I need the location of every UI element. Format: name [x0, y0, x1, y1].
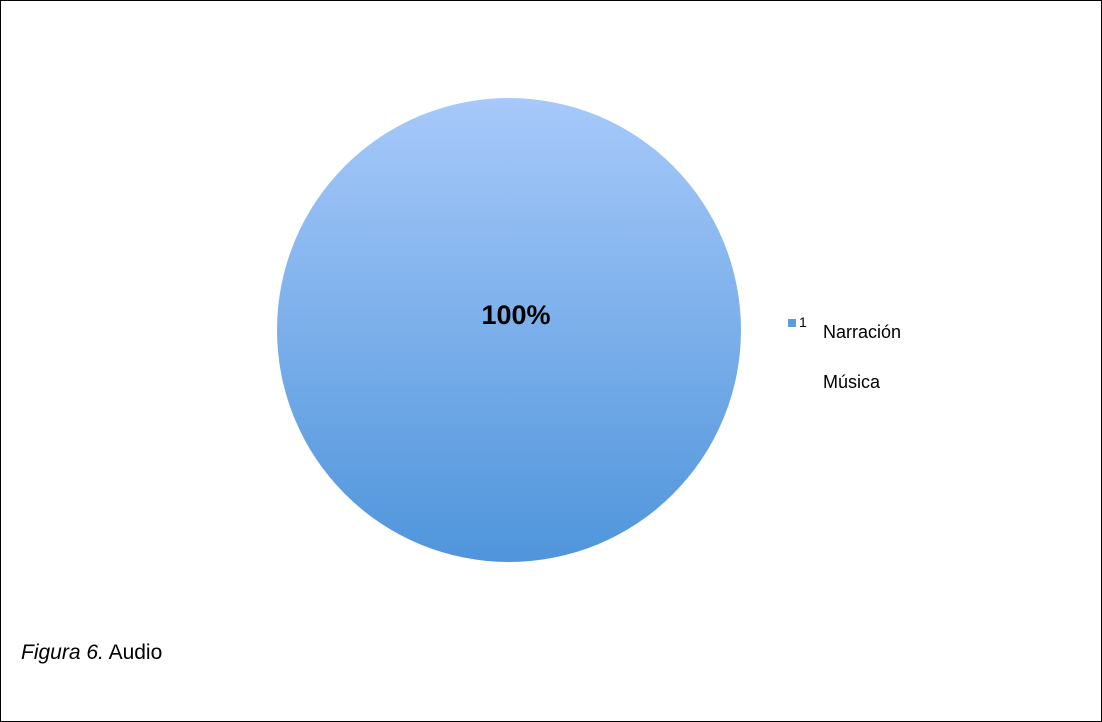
pie-slice-0	[277, 98, 741, 562]
legend-entry-0: Narración	[823, 322, 901, 342]
pie-data-label-0: 100%	[481, 300, 550, 330]
legend-entry-1: Música	[823, 372, 881, 392]
legend-marker-label-0: 1	[799, 314, 807, 330]
figure-caption: Figura 6. Audio	[21, 641, 162, 665]
caption-text: Audio	[108, 641, 163, 664]
caption-lead: Figura 6.	[21, 641, 104, 664]
legend-marker-0	[788, 319, 796, 327]
